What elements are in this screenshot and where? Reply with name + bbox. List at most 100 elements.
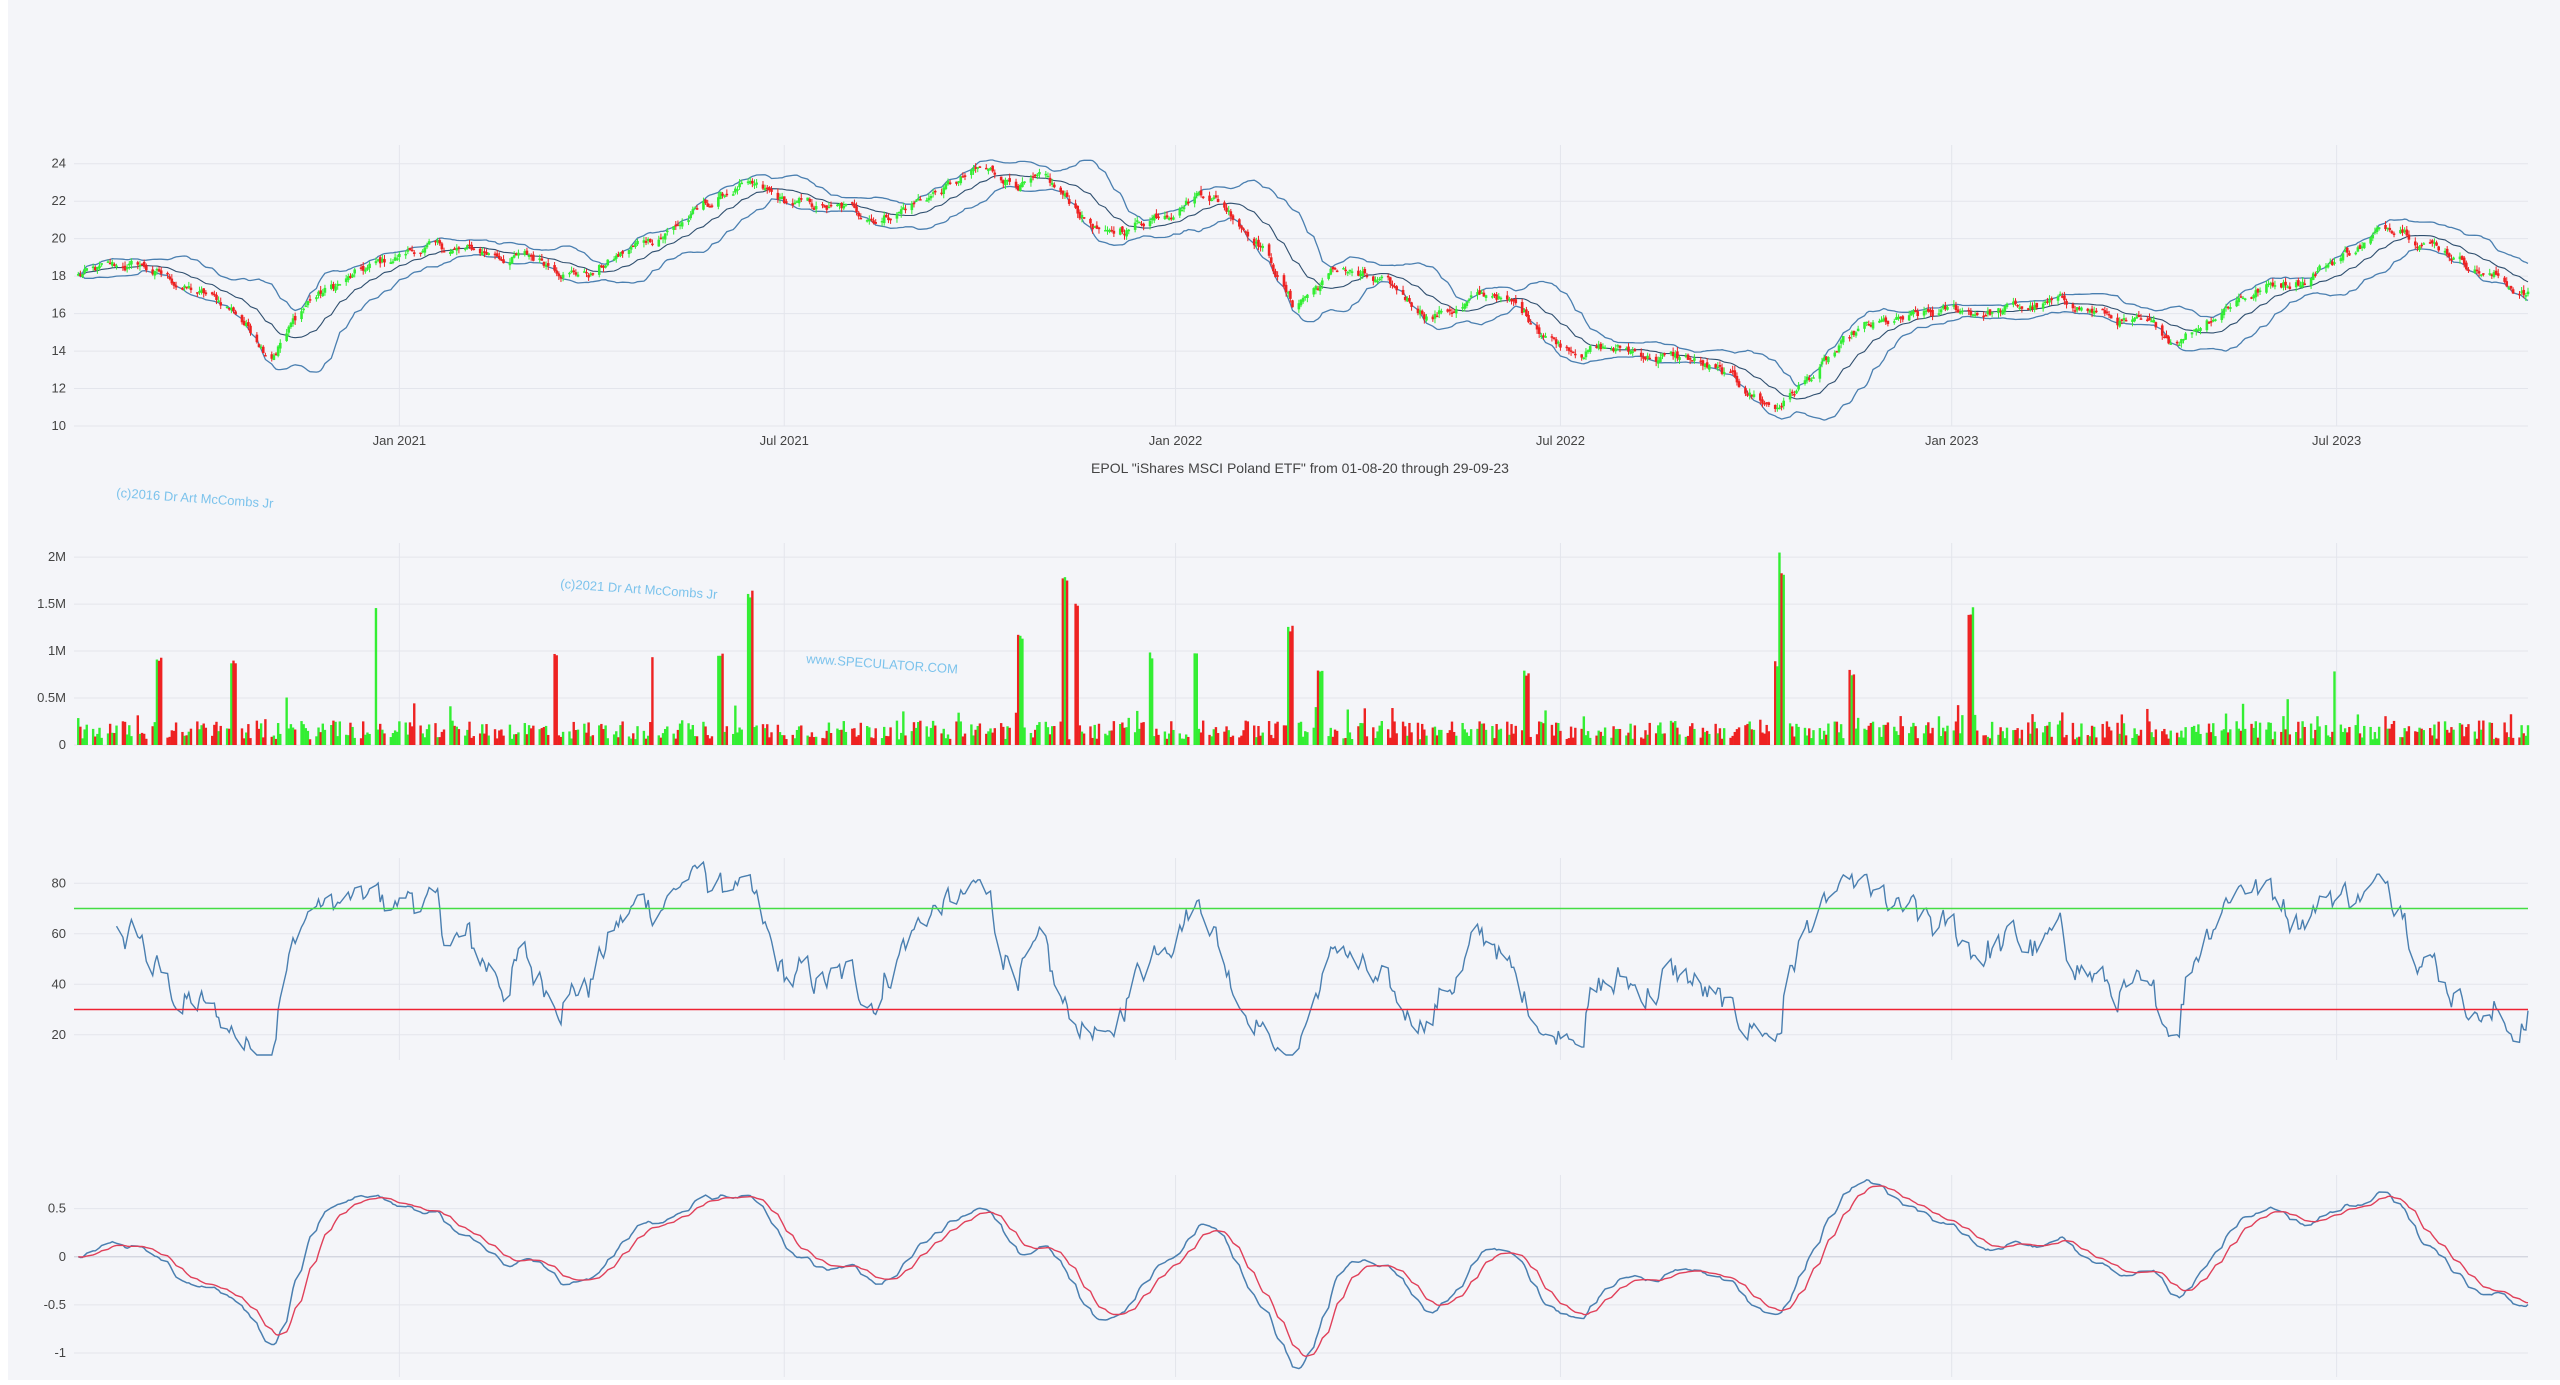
volume-bar [1393,721,1396,745]
volume-bar [2124,735,2128,745]
volume-bar [874,728,877,745]
candle-body [761,184,765,189]
volume-bar [145,738,148,745]
volume-bar [1421,723,1424,745]
volume-bar [976,726,979,745]
volume-bar [1914,726,1917,745]
volume-bar [1016,634,1020,745]
candle-body [1112,230,1116,234]
volume-bar [2431,735,2434,745]
volume-bar [900,732,903,745]
candle-body [234,311,237,315]
candle-body [210,292,214,295]
volume-bar [1614,729,1617,745]
candle-body [302,308,305,311]
candle-body [1550,336,1554,338]
candle-body [1148,221,1152,227]
y-tick-label: 10 [52,418,66,433]
candle-body [204,292,208,295]
candle-body [659,237,663,240]
candle-body [2073,310,2077,312]
volume-bar [1748,721,1751,745]
candle-body [468,244,471,247]
volume-bar [379,723,382,745]
volume-bar [2437,721,2440,745]
candle-body [351,274,354,278]
volume-bar [1759,719,1762,745]
volume-bar [2031,714,2034,745]
candle-body [181,287,184,290]
volume-bar [910,731,914,745]
candle-body [1127,229,1131,232]
x-tick-label: Jul 2023 [2312,433,2361,448]
candle-body [472,248,476,250]
volume-bar [2526,725,2530,745]
candle-body [1790,391,1794,394]
volume-bar [2250,723,2253,745]
candle-body [1537,327,1541,334]
candle-body [585,271,588,274]
candle-body [285,333,288,342]
volume-bar [262,737,265,745]
candle-body [2354,252,2358,255]
candle-body [2477,271,2481,274]
volume-bar [1552,735,1556,745]
candle-body [2190,332,2194,335]
candle-body [721,193,724,196]
volume-bar [2080,723,2083,745]
volume-bar [1897,734,1900,745]
volume-bar [200,725,203,745]
volume-bar [483,733,486,745]
volume-bar [2480,729,2483,745]
candle-body [1629,350,1632,354]
candle-body [642,240,646,243]
volume-bar [2324,725,2328,745]
volume-bar [783,735,786,745]
candle-body [83,269,86,274]
candle-body [812,207,816,210]
candle-body [887,217,890,221]
volume-bar [493,729,497,745]
volume-bar [1078,725,1082,745]
volume-bar [1416,722,1420,745]
volume-bar [2271,739,2275,745]
candle-body [142,261,146,267]
candle-body [2390,231,2394,234]
volume-bar [768,737,771,745]
volume-bar [695,736,699,745]
candle-body [1776,407,1779,410]
candle-body [2243,298,2247,300]
volume-bar [691,724,695,745]
candle-body [1446,309,1450,312]
y-tick-label: 1M [48,643,66,658]
candle-body [466,245,469,248]
watermark-2021: (c)2021 Dr Art McCombs Jr [560,576,719,602]
candle-body [1584,351,1588,358]
volume-bar [2505,732,2508,745]
candle-body [1014,181,1018,188]
candle-body [166,272,169,275]
candle-body [2058,293,2062,296]
volume-bar [1616,728,1620,745]
volume-bar [1886,722,1890,745]
volume-bar [451,720,454,745]
volume-bar [2226,732,2230,745]
candle-body [648,238,652,243]
candle-body [738,183,741,188]
volume-bar [2299,738,2302,745]
volume-bar [168,736,171,745]
candle-body [1824,356,1828,360]
candle-body [485,252,488,255]
candle-body [1065,192,1069,197]
volume-bar [985,733,988,745]
volume-bar [1499,728,1503,745]
candle-body [1567,347,1571,351]
volume-bar [1912,722,1915,745]
volume-bar [2073,739,2077,745]
volume-bar [719,655,722,745]
volume-bar [2403,728,2406,745]
volume-bar [2524,735,2528,745]
candle-body [500,259,503,261]
candle-body [1272,264,1275,272]
volume-bar [1733,731,1737,745]
